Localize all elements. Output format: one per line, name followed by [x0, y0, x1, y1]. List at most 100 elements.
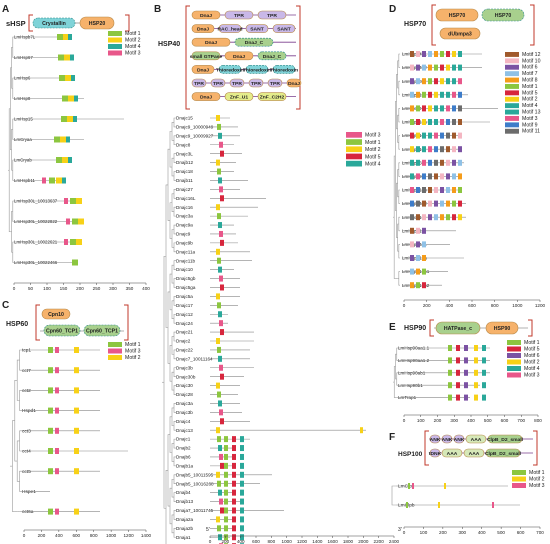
- domain-label: Thioredoxin: [243, 67, 271, 73]
- axis-tick-label: 500: [484, 418, 492, 423]
- motif-box: [232, 445, 236, 452]
- motif-box: [416, 146, 420, 153]
- legend-label: Motif 4: [522, 103, 538, 109]
- legend-label: Motif 1: [529, 470, 545, 476]
- motif-box: [219, 230, 223, 237]
- domain-label: dUbmpa3: [448, 32, 472, 38]
- motif-box: [416, 132, 420, 139]
- motif-box: [440, 200, 444, 207]
- motif-box: [422, 64, 426, 71]
- motif-box: [410, 200, 414, 207]
- legend-swatch: [505, 128, 519, 134]
- three-prime-label: 3': [398, 527, 402, 533]
- motif-box: [434, 132, 438, 139]
- domain-label: TPR: [194, 81, 204, 87]
- domain-shape: [245, 24, 269, 33]
- motif-box: [59, 75, 65, 81]
- legend-label: Motif 6: [522, 65, 538, 71]
- motif-box: [216, 427, 220, 434]
- motif-box: [220, 284, 224, 291]
- domain-hatpase-c: HATPase_c: [435, 321, 481, 335]
- legend-label: Motif 4: [125, 44, 141, 50]
- motif-box: [74, 468, 79, 475]
- motif-box: [422, 91, 426, 98]
- motif-box: [446, 173, 450, 180]
- domain-label: ClpB_D2_small: [487, 437, 524, 443]
- legend-label: Motif 6: [524, 353, 540, 359]
- legend-label: Motif 4: [365, 162, 381, 168]
- domain-dnaj: DnaJ: [191, 92, 221, 101]
- motif-box: [422, 105, 426, 112]
- domain-shape: [435, 321, 481, 335]
- domain-shape: [272, 24, 296, 33]
- motif-box: [55, 448, 59, 454]
- motif-box: [452, 214, 456, 221]
- gene-row: LmHsp30L_10022621: [14, 239, 82, 245]
- motif-box: [232, 489, 236, 496]
- gene-label: Dnajc3b: [176, 365, 193, 370]
- motif-box: [72, 259, 78, 266]
- gene-row: LmCryaa: [14, 136, 84, 143]
- domain-shape: [218, 24, 242, 33]
- gene-row: LmHspa14: [402, 91, 468, 98]
- domain-shape: [41, 308, 71, 320]
- domain-label: DnaJ: [233, 54, 245, 60]
- axis-tick-label: 100: [420, 530, 428, 535]
- domain-shape: [272, 65, 296, 74]
- gene-row: Dnajc16: [176, 204, 258, 211]
- gene-label: Dnajc3a: [176, 401, 193, 406]
- motif-box: [452, 64, 456, 71]
- motif-box: [74, 95, 78, 102]
- motif-box: [444, 483, 446, 489]
- motif-box: [474, 394, 478, 401]
- panel-title: HSP60: [6, 321, 28, 328]
- motif-box: [440, 78, 444, 85]
- motif-box: [428, 51, 432, 57]
- legend-swatch: [505, 77, 519, 83]
- legend-label: Motif 13: [522, 110, 541, 116]
- motif-box: [74, 508, 79, 515]
- tree-branch: [398, 216, 400, 232]
- domain-tpr: TPR: [191, 78, 207, 88]
- motif-box: [428, 187, 432, 193]
- motif-box: [446, 132, 450, 139]
- motif-box: [482, 394, 486, 401]
- motif-box: [224, 436, 228, 443]
- domain-cpn60-tcp1: Cpn60_TCP1: [83, 324, 121, 337]
- motif-box: [74, 448, 79, 454]
- gene-label: Dnajb2: [176, 446, 191, 451]
- panel-letter: F: [389, 432, 395, 443]
- domain-shape: [210, 78, 226, 88]
- gene-row: LmHspa12b2: [402, 282, 442, 289]
- legend-label: Motif 1: [522, 84, 538, 90]
- motif-box: [458, 91, 462, 98]
- domain-rac-head: RAC_head: [217, 24, 243, 33]
- gene-row: LmHsp30L_10022466: [14, 259, 78, 266]
- motif-box: [240, 498, 244, 505]
- axis-tick-label: 1000: [512, 303, 523, 308]
- legend-swatch: [505, 103, 519, 109]
- motif-box: [428, 173, 432, 180]
- motif-box: [422, 51, 426, 57]
- motif-box: [74, 387, 79, 394]
- domain-clpb-d2-small: ClpB_D2_small: [487, 434, 524, 444]
- motif-box: [456, 357, 460, 364]
- gene-row: LmHsc70: [402, 105, 498, 112]
- motif-box: [220, 418, 224, 425]
- length-axis: 0 200 400 600 800 1000 1200 1400 1600 1800 2000 220…: [209, 535, 400, 544]
- motif-box: [216, 204, 220, 211]
- motif-box: [482, 357, 486, 364]
- domain-shape: [218, 65, 242, 74]
- motif-box: [452, 105, 456, 112]
- domain-label: AAA: [469, 451, 480, 457]
- domain-dnaj: DnaJ: [286, 78, 302, 88]
- motif-box: [62, 157, 68, 163]
- gene-label: Dnajc3a: [176, 214, 193, 219]
- motif-box: [410, 105, 414, 112]
- domain-shape: [485, 321, 519, 335]
- domain-label: TPR: [270, 81, 280, 87]
- gene-label: Dnajc2: [176, 339, 191, 344]
